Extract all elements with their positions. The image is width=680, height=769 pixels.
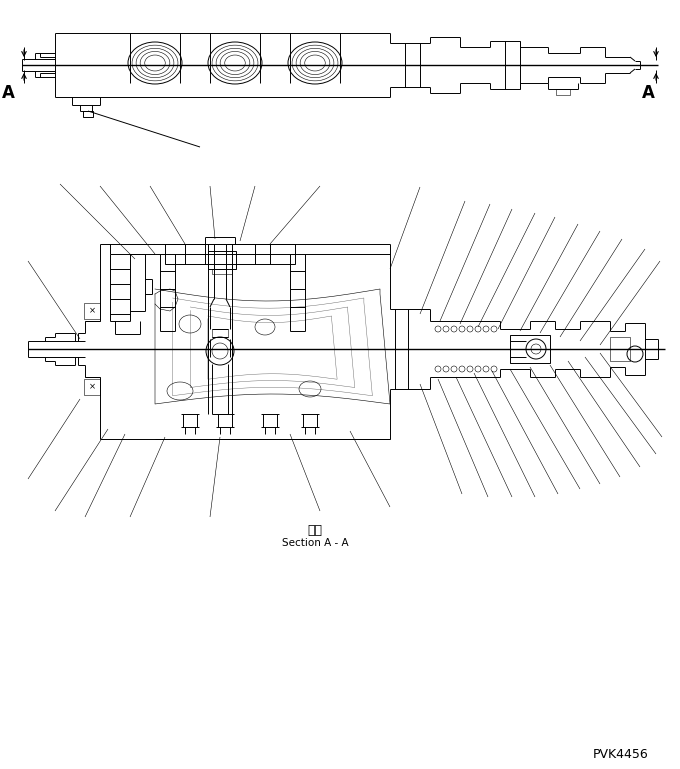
Text: A: A [641,84,654,102]
Text: ×: × [88,307,95,315]
Bar [84,379,100,395]
Bar [610,337,630,361]
Bar [212,269,232,274]
Bar [510,335,550,363]
Bar [83,111,93,117]
Bar [208,251,236,269]
Bar [212,329,228,337]
Text: Section A - A: Section A - A [282,538,348,548]
Bar [556,89,570,95]
Text: PVK4456: PVK4456 [592,748,648,761]
Text: 断面: 断面 [307,524,322,538]
Bar [165,244,295,264]
Bar [84,303,100,319]
Text: ×: × [88,382,95,391]
Text: A: A [1,84,14,102]
